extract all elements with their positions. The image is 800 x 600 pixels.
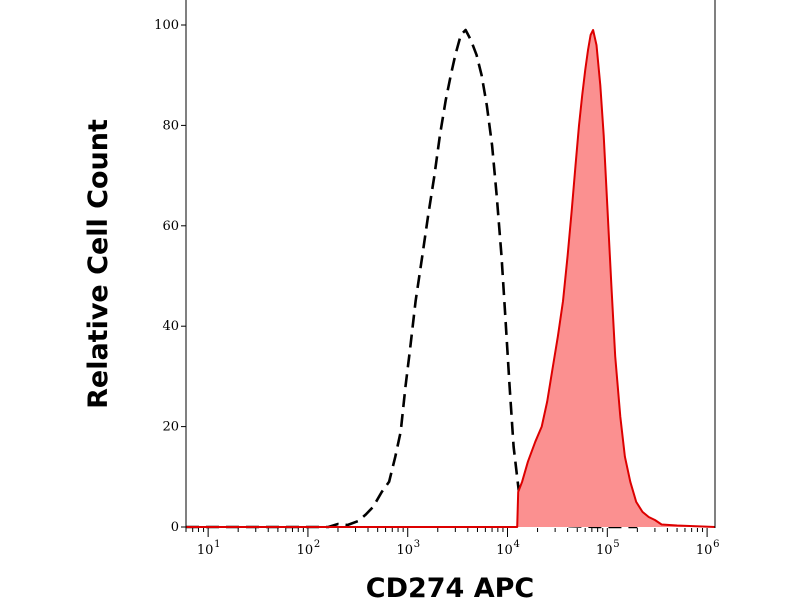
y-tick-label-80: 80 [162,118,179,133]
x-tick-label-5: 10 5 [596,539,620,558]
plot-background [186,0,715,528]
x-tick-exponent: 4 [514,539,520,550]
x-tick-base: 10 [297,543,314,558]
x-tick-base: 10 [197,543,214,558]
plot-area [186,0,715,528]
x-tick-base: 10 [396,543,413,558]
x-tick-exponent: 5 [613,539,619,550]
y-tick-label-60: 60 [162,219,179,234]
y-tick-label-20: 20 [162,420,179,435]
x-tick-label-4: 10 4 [496,539,520,558]
x-tick-base: 10 [696,543,713,558]
x-tick-exponent: 3 [414,539,420,550]
series-line-0 [186,28,638,529]
plot-frame [185,0,716,528]
y-tick-label-0: 0 [171,520,179,535]
x-tick-label-1: 10 1 [197,539,221,558]
x-tick-label-6: 10 6 [696,539,720,558]
y-tick-label-40: 40 [162,319,179,334]
x-tick-label-2: 10 2 [297,539,321,558]
y-tick-label-100: 100 [154,18,179,33]
x-axis-title: CD274 APC [366,573,535,600]
x-tick-exponent: 1 [214,539,220,550]
x-tick-label-3: 10 3 [396,539,420,558]
series-line-1 [186,29,716,528]
series-fill-1 [186,30,715,527]
series-layer [186,28,716,529]
y-axis-title: Relative Cell Count [83,119,114,409]
x-tick-base: 10 [596,543,613,558]
x-tick-base: 10 [496,543,513,558]
x-tick-exponent: 2 [314,539,320,550]
x-tick-exponent: 6 [713,539,719,550]
